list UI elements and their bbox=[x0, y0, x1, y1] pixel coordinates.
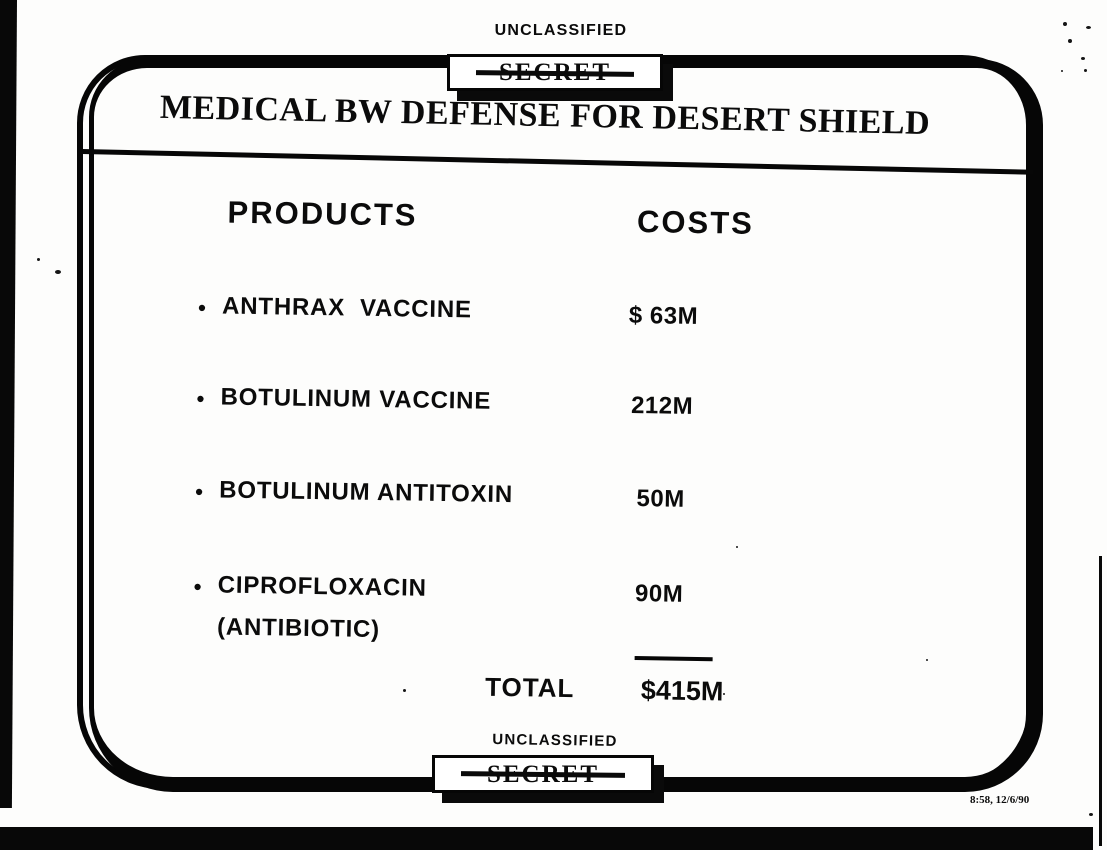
scan-artifact-dot bbox=[1086, 26, 1091, 29]
cost-value: 212M bbox=[630, 391, 694, 420]
bullet-icon: • bbox=[196, 386, 205, 412]
bullet-icon: • bbox=[197, 295, 206, 321]
scan-artifact-dot bbox=[1081, 57, 1085, 60]
bullet-icon: • bbox=[194, 479, 204, 505]
product-label: BOTULINUM ANTITOXIN bbox=[219, 476, 514, 509]
product-note: (ANTIBIOTIC) bbox=[216, 613, 381, 644]
scan-artifact-dot bbox=[736, 546, 738, 548]
scan-artifact-left-bar bbox=[0, 0, 17, 808]
cost-value: $ 63M bbox=[628, 301, 699, 330]
scan-artifact-dot bbox=[1084, 69, 1087, 72]
scan-artifact-dot bbox=[723, 693, 725, 695]
secret-stamp-top: SECRET bbox=[447, 54, 663, 91]
classification-banner-bottom: UNCLASSIFIED bbox=[492, 731, 618, 750]
scan-artifact-dot bbox=[1068, 39, 1072, 43]
scan-artifact-dot bbox=[37, 258, 40, 261]
product-label: CIPROFLOXACIN bbox=[217, 571, 427, 602]
scan-artifact-dot bbox=[403, 689, 406, 692]
cost-value: 90M bbox=[634, 580, 684, 608]
total-rule bbox=[634, 656, 713, 662]
secret-stamp-strikethrough bbox=[460, 771, 626, 778]
product-label: ANTHRAX VACCINE bbox=[221, 292, 472, 324]
total-label: TOTAL bbox=[484, 671, 575, 704]
products-costs-table: PRODUCTS COSTS • ANTHRAX VACCINE $ 63M •… bbox=[181, 185, 819, 740]
classification-banner-top: UNCLASSIFIED bbox=[494, 22, 628, 39]
scan-artifact-dot bbox=[926, 659, 928, 661]
scan-artifact-right-line bbox=[1099, 556, 1102, 846]
scan-artifact-bottom-bar bbox=[0, 827, 1093, 850]
column-header-products: PRODUCTS bbox=[227, 194, 418, 233]
scan-artifact-dot bbox=[1063, 22, 1067, 26]
scan-artifact-dot bbox=[1089, 813, 1093, 816]
secret-stamp-bottom: SECRET bbox=[432, 755, 654, 793]
column-header-costs: COSTS bbox=[636, 204, 755, 241]
cost-value: 50M bbox=[636, 485, 685, 513]
scan-artifact-dot bbox=[1061, 70, 1063, 72]
total-value: $415M bbox=[640, 675, 724, 707]
product-label: BOTULINUM VACCINE bbox=[220, 383, 492, 415]
timestamp: 8:58, 12/6/90 bbox=[970, 794, 1030, 806]
scan-artifact-dot bbox=[55, 270, 61, 274]
bullet-icon: • bbox=[193, 574, 202, 600]
